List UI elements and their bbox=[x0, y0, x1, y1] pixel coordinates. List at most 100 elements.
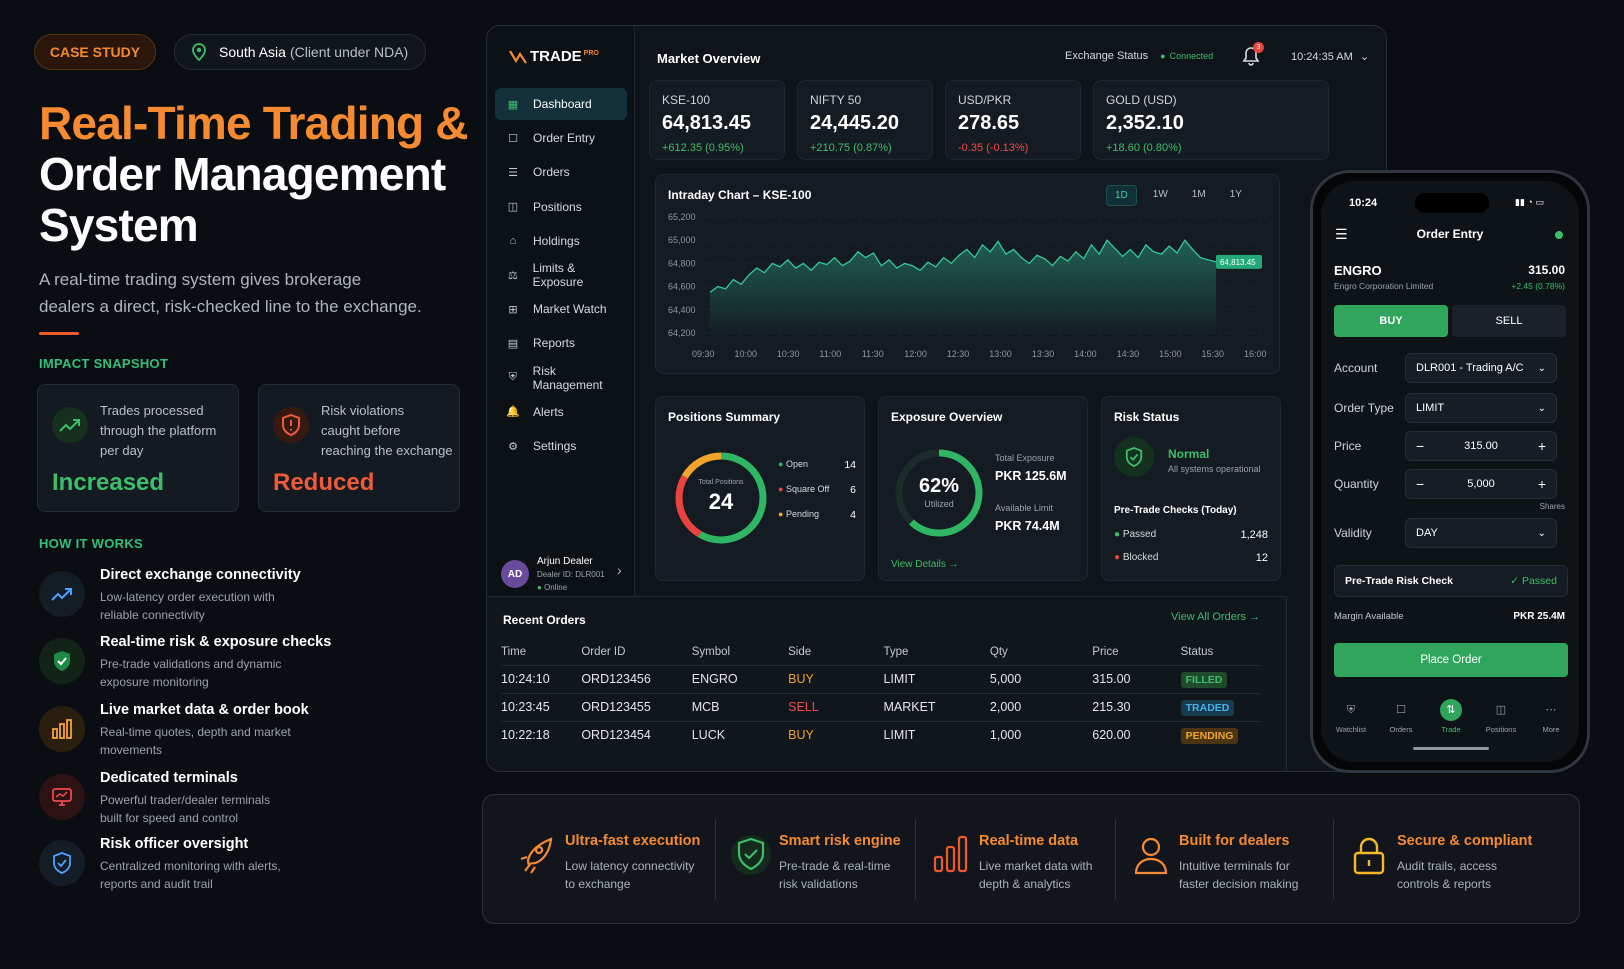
last-price-marker bbox=[1216, 254, 1262, 269]
risk-status-card: Risk Status Normal All systems operation… bbox=[1101, 396, 1281, 581]
sidebar-item-market-watch[interactable]: ⊞ Market Watch bbox=[495, 293, 627, 325]
positions-donut bbox=[675, 452, 767, 544]
table-row[interactable]: 10:24:10 ORD123456 ENGRO BUY LIMIT 5,000 315.0… bbox=[501, 664, 1261, 693]
orders-table: Time Order ID Symbol Side Type Qty Price Status… bbox=[501, 639, 1261, 749]
impact-card-risk: Risk violations caught before reaching the… bbox=[258, 384, 460, 512]
divider bbox=[715, 819, 716, 899]
sidebar-item-reports[interactable]: ▤ Reports bbox=[495, 327, 627, 359]
bell-icon[interactable]: 3 bbox=[1242, 42, 1264, 66]
x-tick-label: 16:00 bbox=[1244, 349, 1267, 359]
sidebar-item-order-entry[interactable]: ☐ Order Entry bbox=[495, 122, 627, 154]
sidebar-item-dashboard[interactable]: ▦ Dashboard bbox=[495, 88, 627, 120]
buy-button[interactable]: BUY bbox=[1334, 305, 1448, 337]
view-details-link[interactable]: View Details → bbox=[891, 559, 959, 570]
exposure-percent: 62% bbox=[918, 475, 960, 497]
table-header: Time Order ID Symbol Side Type Qty Price Status bbox=[501, 645, 1214, 658]
plus-icon[interactable]: + bbox=[1537, 438, 1546, 454]
legend-item: ● Open 14 bbox=[778, 459, 856, 471]
table-row[interactable]: 10:23:45 ORD123455 MCB SELL MARKET 2,000 215.3… bbox=[501, 692, 1261, 721]
nav-icon: ▤ bbox=[507, 337, 519, 350]
table-row[interactable]: 10:22:18 ORD123454 LUCK BUY LIMIT 1,000 620.00… bbox=[501, 720, 1261, 749]
menu-icon[interactable]: ☰ bbox=[1335, 226, 1348, 242]
order-field-validity[interactable]: DAY ⌄ bbox=[1405, 518, 1557, 548]
chevron-down-icon: ⌄ bbox=[1537, 402, 1546, 414]
feature-item: Built for dealers Intuitive terminals for… bbox=[1131, 825, 1331, 905]
pre-trade-risk-row: Pre-Trade Risk Check ✓ Passed bbox=[1334, 565, 1568, 597]
notification-badge: 3 bbox=[1253, 42, 1264, 53]
chart-tab-1m[interactable]: 1M bbox=[1191, 189, 1206, 200]
sidebar-item-risk-management[interactable]: ⛨ Risk Management bbox=[495, 362, 627, 394]
x-tick-label: 13:00 bbox=[989, 349, 1012, 359]
ticker-card: GOLD (USD) 2,352.10 +18.60 (0.80%) bbox=[1093, 80, 1329, 160]
sidebar-item-positions[interactable]: ◫ Positions bbox=[495, 191, 627, 223]
plus-icon[interactable]: + bbox=[1537, 476, 1546, 492]
phone-tab-positions[interactable]: ◫ Positions bbox=[1477, 699, 1525, 734]
lock-icon bbox=[1349, 833, 1389, 877]
shield-check-icon bbox=[731, 833, 771, 877]
divider bbox=[1115, 819, 1116, 899]
trade-icon: ⇅ bbox=[1440, 699, 1462, 721]
chevron-down-icon: ⌄ bbox=[1537, 362, 1546, 374]
chevron-right-icon: › bbox=[617, 562, 622, 578]
divider bbox=[39, 332, 79, 335]
ticker-card: NIFTY 50 24,445.20 +210.75 (0.87%) bbox=[797, 80, 933, 160]
logo-mark-icon bbox=[509, 50, 527, 64]
order-field-price[interactable]: −315.00 + bbox=[1405, 431, 1557, 461]
location-sub: (Client under NDA) bbox=[289, 44, 409, 60]
phone-tab-watchlist[interactable]: ⛨ Watchlist bbox=[1327, 699, 1375, 734]
minus-icon[interactable]: − bbox=[1416, 476, 1425, 492]
place-order-button[interactable]: Place Order bbox=[1334, 643, 1568, 677]
last-price-label: 64,813.45 bbox=[1220, 258, 1256, 267]
phone-tab-orders[interactable]: ☐ Orders bbox=[1377, 699, 1425, 734]
impact-card-trades: Trades processed through the platform per … bbox=[37, 384, 239, 512]
phone-tab-trade[interactable]: ⇅ Trade bbox=[1427, 699, 1475, 734]
sidebar-item-holdings[interactable]: ⌂ Holdings bbox=[495, 225, 627, 257]
chart-tab-1d[interactable]: 1D bbox=[1106, 185, 1137, 206]
bar-chart-icon bbox=[931, 833, 971, 877]
status-badge: FILLED bbox=[1180, 672, 1228, 688]
total-positions-label: Total Positions bbox=[698, 479, 744, 486]
phone-tab-more[interactable]: ⋯ More bbox=[1527, 699, 1575, 734]
x-tick-label: 10:00 bbox=[734, 349, 757, 359]
topbar-title: Market Overview bbox=[657, 51, 761, 66]
available-limit: PKR 74.4M bbox=[995, 519, 1060, 533]
sidebar-item-alerts[interactable]: 🔔 Alerts bbox=[495, 396, 627, 428]
order-field-account[interactable]: DLR001 - Trading A/C ⌄ bbox=[1405, 353, 1557, 383]
total-exposure: PKR 125.6M bbox=[995, 469, 1067, 483]
order-field-quantity[interactable]: −5,000 + bbox=[1405, 469, 1557, 499]
sidebar-item-limits-exposure[interactable]: ⚖ Limits & Exposure bbox=[495, 259, 627, 291]
features-bar: Ultra-fast execution Low latency connecti… bbox=[482, 794, 1580, 924]
status-badge: TRADED bbox=[1180, 700, 1235, 716]
legend-item: ● Square Off 6 bbox=[778, 484, 856, 496]
how-item-terminals: Dedicated terminals Powerful trader/deale… bbox=[39, 770, 439, 832]
x-tick-label: 14:00 bbox=[1074, 349, 1097, 359]
intraday-line-chart: 65,200 65,000 64,800 64,600 64,400 64,200 09:3… bbox=[668, 212, 1267, 359]
feature-item: Secure & compliant Audit trails, access co… bbox=[1349, 825, 1549, 905]
order-field-order-type[interactable]: LIMIT ⌄ bbox=[1405, 393, 1557, 423]
impact-value-increased: Increased bbox=[52, 469, 165, 496]
intraday-chart-card: Intraday Chart – KSE-100 1D 1W 1M 1Y 65,200… bbox=[655, 174, 1280, 374]
bar-chart-icon bbox=[39, 706, 85, 752]
recent-orders-card: Recent Orders View All Orders → Time Orde… bbox=[487, 596, 1287, 771]
nav-icon: 🔔 bbox=[506, 406, 520, 419]
exposure-overview-card: Exposure Overview 62% Utilized Total Exp… bbox=[878, 396, 1088, 581]
sidebar-item-settings[interactable]: ⚙ Settings bbox=[495, 430, 627, 462]
orders-icon: ☐ bbox=[1396, 704, 1406, 716]
y-tick-label: 65,000 bbox=[668, 235, 696, 245]
minus-icon[interactable]: − bbox=[1416, 438, 1425, 454]
sell-button[interactable]: SELL bbox=[1452, 305, 1566, 337]
exchange-status: Exchange Status ● Connected bbox=[1065, 50, 1214, 62]
user-profile[interactable]: AD Arjun Dealer Dealer ID: DLR001 ● Onli… bbox=[501, 556, 627, 596]
chart-tab-1y[interactable]: 1Y bbox=[1229, 189, 1242, 200]
view-all-orders-link[interactable]: View All Orders → bbox=[1171, 611, 1261, 623]
how-item-market-data: Live market data & order book Real-time q… bbox=[39, 702, 439, 764]
sidebar-item-orders[interactable]: ☰ Orders bbox=[495, 156, 627, 188]
y-tick-label: 64,200 bbox=[668, 328, 696, 338]
chart-tab-1w[interactable]: 1W bbox=[1152, 189, 1168, 200]
x-tick-label: 15:30 bbox=[1202, 349, 1225, 359]
exposure-gauge bbox=[895, 449, 983, 537]
clock-dropdown[interactable]: 10:24:35 AM ⌄ bbox=[1291, 51, 1370, 63]
watchlist-icon: ⛨ bbox=[1346, 704, 1356, 716]
y-tick-label: 65,200 bbox=[668, 212, 696, 222]
status-icons: ▮▮ ◔ ▭ bbox=[1515, 197, 1544, 207]
